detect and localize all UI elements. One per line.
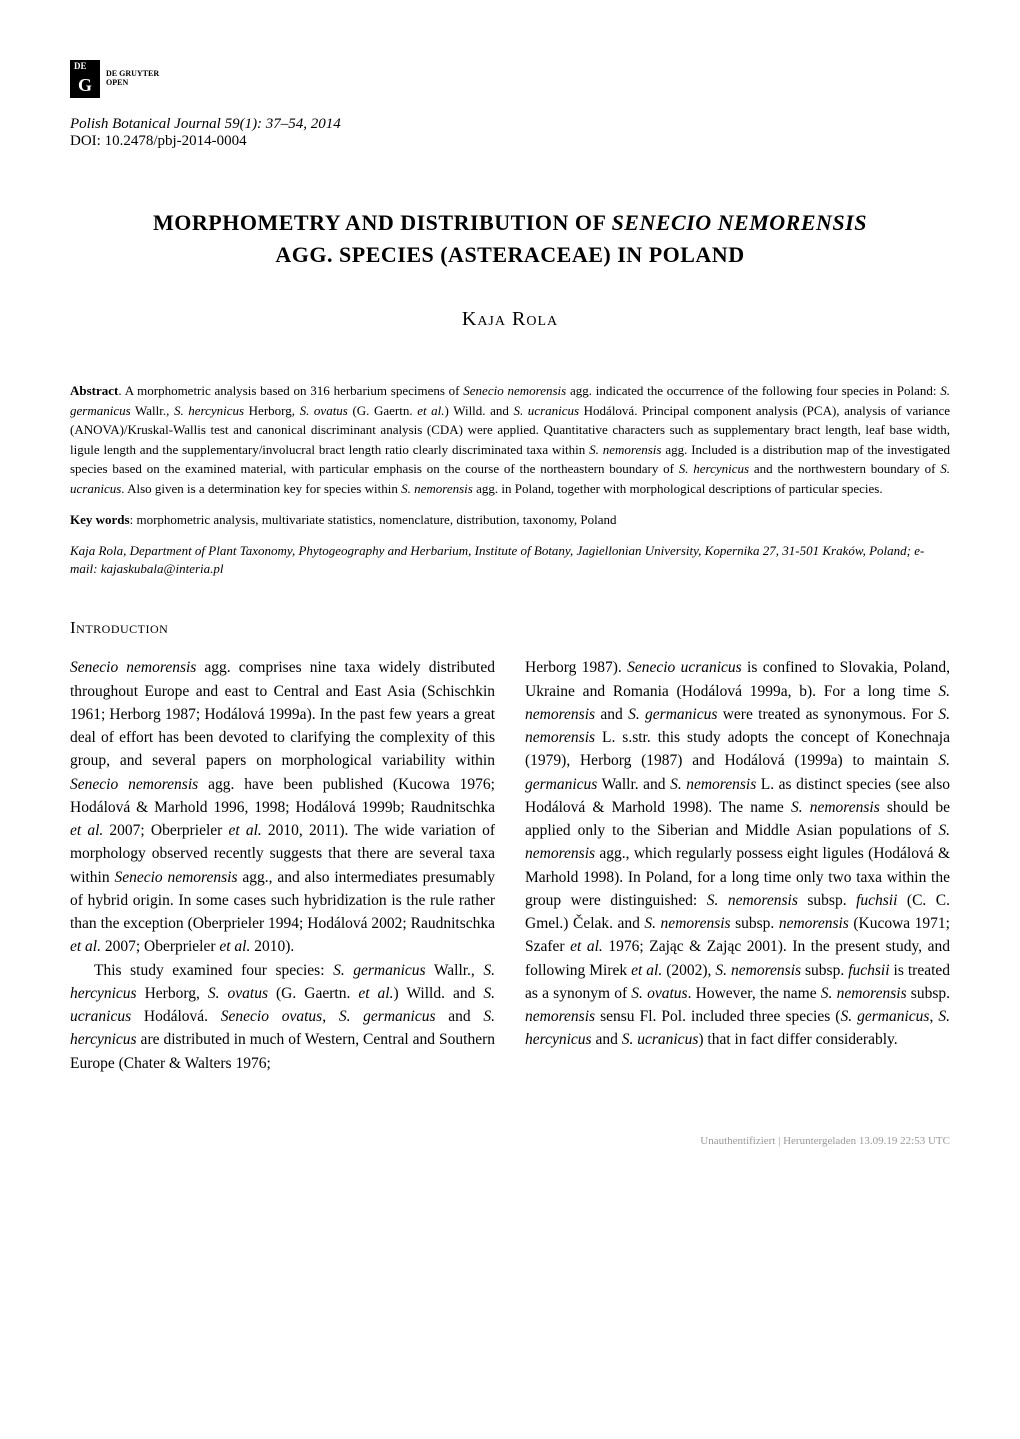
section-header-introduction: Introduction: [70, 618, 950, 638]
page-footer: Unauthentifiziert | Heruntergeladen 13.0…: [70, 1135, 950, 1147]
publisher-header: DE G DE GRUYTER OPEN: [70, 60, 950, 98]
keywords-text: : morphometric analysis, multivariate st…: [130, 512, 617, 527]
column-left: Senecio nemorensis agg. comprises nine t…: [70, 656, 495, 1075]
logo-de: DE: [70, 60, 100, 73]
publisher-logo: DE G DE GRUYTER OPEN: [70, 60, 159, 98]
journal-citation: Polish Botanical Journal 59(1): 37–54, 2…: [70, 116, 950, 133]
article-title-line1: MORPHOMETRY AND DISTRIBUTION OF SENECIO …: [70, 210, 950, 236]
publisher-name-line2: OPEN: [106, 79, 159, 88]
title-italic: SENECIO NEMORENSIS: [612, 210, 867, 235]
body-paragraph: This study examined four species: S. ger…: [70, 959, 495, 1075]
body-columns: Senecio nemorensis agg. comprises nine t…: [70, 656, 950, 1075]
publisher-name: DE GRUYTER OPEN: [106, 70, 159, 88]
keywords-block: Key words: morphometric analysis, multiv…: [70, 512, 950, 528]
abstract-label: Abstract: [70, 383, 118, 398]
logo-block: DE G: [70, 60, 100, 98]
keywords-label: Key words: [70, 512, 130, 527]
column-right: Herborg 1987). Senecio ucranicus is conf…: [525, 656, 950, 1075]
body-paragraph: Herborg 1987). Senecio ucranicus is conf…: [525, 656, 950, 1051]
abstract-text: . A morphometric analysis based on 316 h…: [70, 383, 950, 496]
author-affiliation: Kaja Rola, Department of Plant Taxonomy,…: [70, 542, 950, 578]
logo-g: G: [70, 73, 100, 98]
title-pre: MORPHOMETRY AND DISTRIBUTION OF: [153, 210, 612, 235]
body-paragraph: Senecio nemorensis agg. comprises nine t…: [70, 656, 495, 958]
article-title-line2: AGG. SPECIES (ASTERACEAE) IN POLAND: [70, 242, 950, 268]
abstract-block: Abstract. A morphometric analysis based …: [70, 381, 950, 498]
author-name: Kaja Rola: [70, 308, 950, 331]
journal-doi: DOI: 10.2478/pbj-2014-0004: [70, 133, 950, 150]
